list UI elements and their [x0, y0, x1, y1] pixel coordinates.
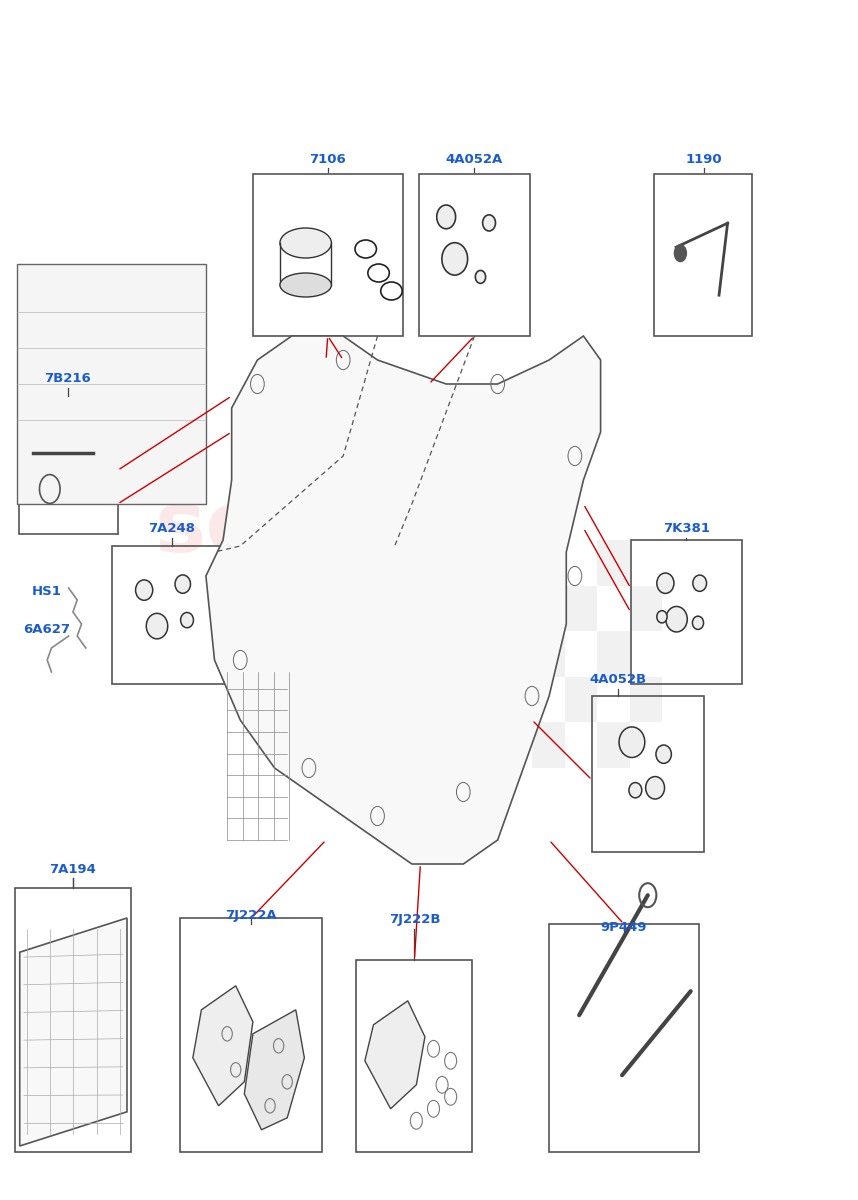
Text: 6A627: 6A627 — [23, 623, 69, 636]
Polygon shape — [20, 918, 127, 1146]
Ellipse shape — [657, 611, 668, 623]
Ellipse shape — [629, 782, 642, 798]
Text: 1190: 1190 — [686, 152, 722, 166]
Ellipse shape — [692, 616, 704, 630]
Text: 7A248: 7A248 — [148, 522, 195, 535]
Ellipse shape — [692, 575, 707, 592]
Bar — [356, 960, 472, 1152]
Polygon shape — [193, 986, 253, 1106]
Text: 4A052A: 4A052A — [446, 152, 503, 166]
Ellipse shape — [146, 613, 168, 638]
Bar — [180, 918, 322, 1152]
Text: 7J222B: 7J222B — [389, 913, 440, 926]
Bar — [15, 888, 131, 1152]
Ellipse shape — [181, 612, 194, 628]
Text: 7K381: 7K381 — [663, 522, 710, 535]
Bar — [597, 722, 630, 768]
Bar — [565, 586, 597, 631]
Text: 4A052B: 4A052B — [589, 673, 646, 686]
Ellipse shape — [136, 580, 153, 600]
Polygon shape — [206, 336, 601, 864]
Text: 7B216: 7B216 — [45, 372, 91, 385]
Circle shape — [674, 245, 686, 262]
Ellipse shape — [666, 606, 687, 632]
Bar — [532, 631, 565, 677]
Bar — [654, 174, 752, 336]
Bar — [419, 174, 530, 336]
Ellipse shape — [657, 572, 674, 594]
Ellipse shape — [656, 745, 671, 763]
Ellipse shape — [645, 776, 664, 799]
Bar — [532, 540, 565, 586]
Ellipse shape — [280, 272, 331, 296]
Ellipse shape — [442, 242, 468, 275]
Bar — [112, 546, 232, 684]
Bar — [253, 174, 403, 336]
Bar — [631, 540, 742, 684]
Text: 7A194: 7A194 — [50, 863, 96, 876]
Text: 9P449: 9P449 — [601, 920, 647, 934]
Bar — [19, 396, 118, 534]
Bar — [17, 264, 206, 504]
Bar — [532, 722, 565, 768]
Ellipse shape — [619, 727, 645, 757]
Text: scuderia
  r: scuderia r — [154, 487, 569, 666]
Bar — [597, 631, 630, 677]
Ellipse shape — [475, 270, 486, 283]
Ellipse shape — [483, 215, 496, 230]
Ellipse shape — [175, 575, 190, 593]
Polygon shape — [245, 1010, 305, 1130]
Text: 7106: 7106 — [310, 152, 346, 166]
Bar — [597, 540, 630, 586]
Ellipse shape — [437, 205, 456, 229]
Bar — [565, 677, 597, 722]
Bar — [630, 586, 662, 631]
Ellipse shape — [280, 228, 331, 258]
Text: 7J222A: 7J222A — [226, 908, 277, 922]
Polygon shape — [365, 1001, 425, 1109]
Bar — [549, 924, 699, 1152]
Bar — [630, 677, 662, 722]
Bar — [592, 696, 704, 852]
Text: HS1: HS1 — [32, 584, 61, 598]
